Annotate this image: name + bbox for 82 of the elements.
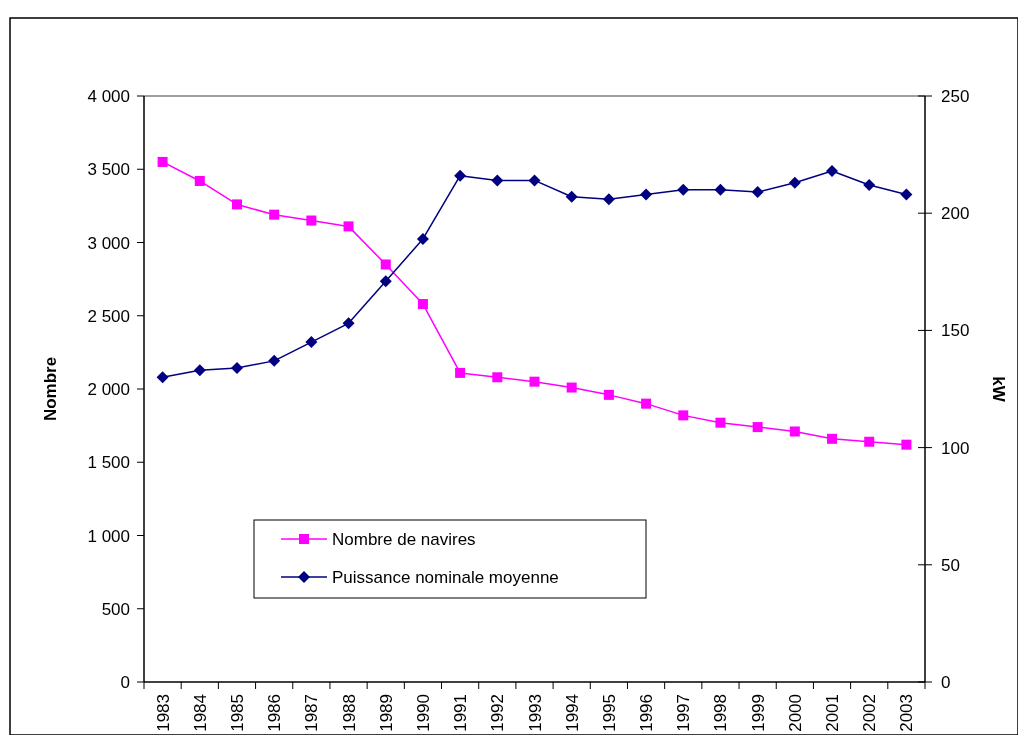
point <box>455 367 466 378</box>
point <box>826 165 839 178</box>
point <box>640 188 653 201</box>
point <box>863 179 876 192</box>
point <box>193 364 206 377</box>
point <box>827 433 838 444</box>
x-tick-label: 1993 <box>525 694 545 732</box>
point <box>641 398 652 409</box>
x-tick-label: 1991 <box>451 694 471 732</box>
point <box>194 175 205 186</box>
x-tick-label: 2003 <box>897 694 917 732</box>
y-tick-label: 2 500 <box>87 306 130 326</box>
point <box>752 422 763 433</box>
x-tick-label: 1999 <box>748 694 768 732</box>
point <box>491 174 504 187</box>
y2-tick-label: 50 <box>941 555 960 575</box>
x-tick-label: 1997 <box>674 694 694 732</box>
legend-label: Nombre de navires <box>332 530 476 549</box>
x-tick-label: 1989 <box>376 694 396 732</box>
y2-tick-label: 250 <box>941 87 970 106</box>
point <box>268 354 281 367</box>
x-tick-label: 1998 <box>711 694 731 732</box>
y-tick-label: 500 <box>101 599 130 619</box>
x-tick-label: 1996 <box>637 694 657 732</box>
point <box>343 221 354 232</box>
point <box>156 371 169 384</box>
point <box>380 259 391 270</box>
x-tick-label: 1988 <box>339 694 359 732</box>
legend-label: Puissance nominale moyenne <box>332 568 559 587</box>
x-tick-label: 2000 <box>785 694 805 732</box>
point <box>900 188 913 201</box>
y-tick-label: 0 <box>120 673 130 692</box>
point <box>751 186 764 199</box>
y2-tick-label: 0 <box>941 673 951 692</box>
x-tick-label: 1992 <box>488 694 508 732</box>
x-tick-label: 1986 <box>265 694 285 732</box>
y-tick-label: 2 000 <box>87 380 130 399</box>
y-axis-title: Nombre <box>41 356 60 422</box>
point <box>901 439 912 450</box>
point <box>602 193 615 206</box>
point <box>715 417 726 428</box>
point <box>454 169 467 182</box>
y2-tick-label: 100 <box>941 438 970 458</box>
point <box>714 183 727 196</box>
point <box>157 156 168 167</box>
point <box>603 389 614 400</box>
x-tick-label: 1994 <box>562 694 582 732</box>
point <box>306 215 317 226</box>
point <box>269 209 280 220</box>
point <box>230 361 243 374</box>
point <box>417 299 428 310</box>
x-tick-label: 1995 <box>599 694 619 732</box>
point <box>864 436 875 447</box>
point <box>565 190 578 203</box>
point <box>305 336 318 349</box>
point <box>231 199 242 210</box>
point <box>566 382 577 393</box>
point <box>416 232 429 245</box>
y-tick-label: 3 000 <box>87 233 130 253</box>
x-tick-label: 2001 <box>823 694 843 732</box>
y-tick-label: 4 000 <box>87 87 130 106</box>
point <box>678 410 689 421</box>
point <box>492 372 503 383</box>
point <box>528 174 541 187</box>
point <box>379 275 392 288</box>
point <box>529 376 540 387</box>
y2-axis-title: kW <box>989 376 1008 403</box>
y2-tick-label: 200 <box>941 204 970 224</box>
x-tick-label: 1985 <box>227 694 247 732</box>
y-tick-label: 1 000 <box>87 526 130 546</box>
y-tick-label: 1 500 <box>87 453 130 473</box>
x-tick-label: 1984 <box>190 694 210 732</box>
x-tick-label: 1990 <box>413 694 433 732</box>
point <box>677 183 690 196</box>
y2-tick-label: 150 <box>941 321 970 341</box>
x-tick-label: 1983 <box>153 694 173 732</box>
x-tick-label: 1987 <box>302 694 322 732</box>
y-tick-label: 3 500 <box>87 160 130 180</box>
point <box>342 317 355 330</box>
point <box>788 176 801 189</box>
point <box>789 426 800 437</box>
x-tick-label: 2002 <box>860 694 880 732</box>
